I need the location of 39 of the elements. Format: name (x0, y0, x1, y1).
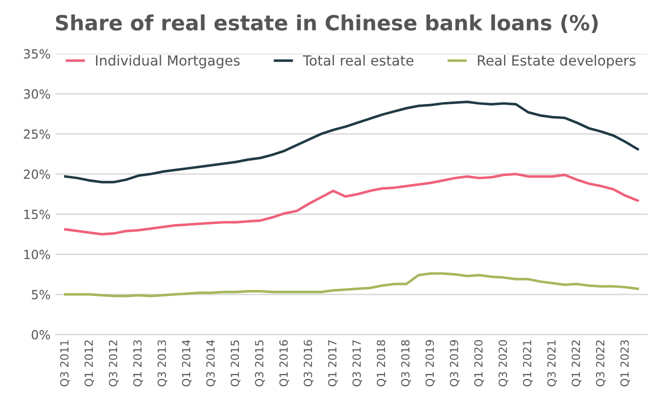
x-tick-label: Q1 2022 (572, 340, 582, 386)
y-tick-label: 20% (24, 170, 50, 179)
x-tick-label: Q3 2016 (304, 340, 314, 386)
legend-label: Real Estate developers (478, 54, 636, 68)
x-tick-label: Q3 2022 (596, 340, 606, 386)
y-tick-label: 10% (24, 250, 50, 260)
x-tick-label: Q1 2018 (376, 340, 386, 386)
x-tick-label: Q3 2019 (450, 340, 460, 386)
x-tick-label: Q3 2012 (108, 340, 119, 386)
chart-title: Share of real estate in Chinese bank loans (%) (56, 14, 598, 34)
x-tick-label: Q1 2019 (426, 340, 436, 386)
y-tick-label: 0% (32, 330, 50, 340)
x-tick-label: Q1 2016 (279, 340, 290, 386)
x-tick-label: Q3 2017 (352, 340, 362, 386)
y-tick-label: 30% (24, 89, 50, 99)
x-tick-label: Q1 2012 (84, 340, 94, 386)
x-tick-label: Q1 2015 (230, 340, 240, 386)
x-tick-label: Q3 2011 (60, 340, 70, 386)
x-tick-label: Q3 2020 (498, 340, 508, 386)
x-tick-label: Q1 2017 (328, 340, 338, 386)
x-tick-label: Q3 2021 (547, 340, 557, 386)
y-tick-label: 35% (24, 49, 50, 59)
x-tick-label: Q3 2013 (158, 340, 168, 386)
y-tick-label: 15% (24, 210, 50, 220)
x-tick-label: Q1 2023 (620, 340, 630, 386)
x-tick-label: Q3 2015 (255, 340, 265, 386)
y-tick-label: 25% (24, 129, 50, 139)
y-tick-label: 5% (32, 290, 50, 300)
x-tick-label: Q3 2014 (206, 340, 216, 386)
line-series (64, 172, 639, 236)
x-tick-label: Q3 2018 (401, 340, 411, 386)
x-tick-label: Q1 2014 (182, 340, 192, 386)
line-series (64, 272, 639, 298)
line-series (64, 100, 639, 184)
x-tick-label: Q1 2013 (133, 340, 143, 386)
x-tick-label: Q1 2021 (522, 340, 533, 386)
x-tick-label: Q1 2020 (474, 340, 484, 386)
legend-label: Individual Mortgages (96, 54, 240, 68)
legend-label: Total real estate (302, 54, 414, 66)
